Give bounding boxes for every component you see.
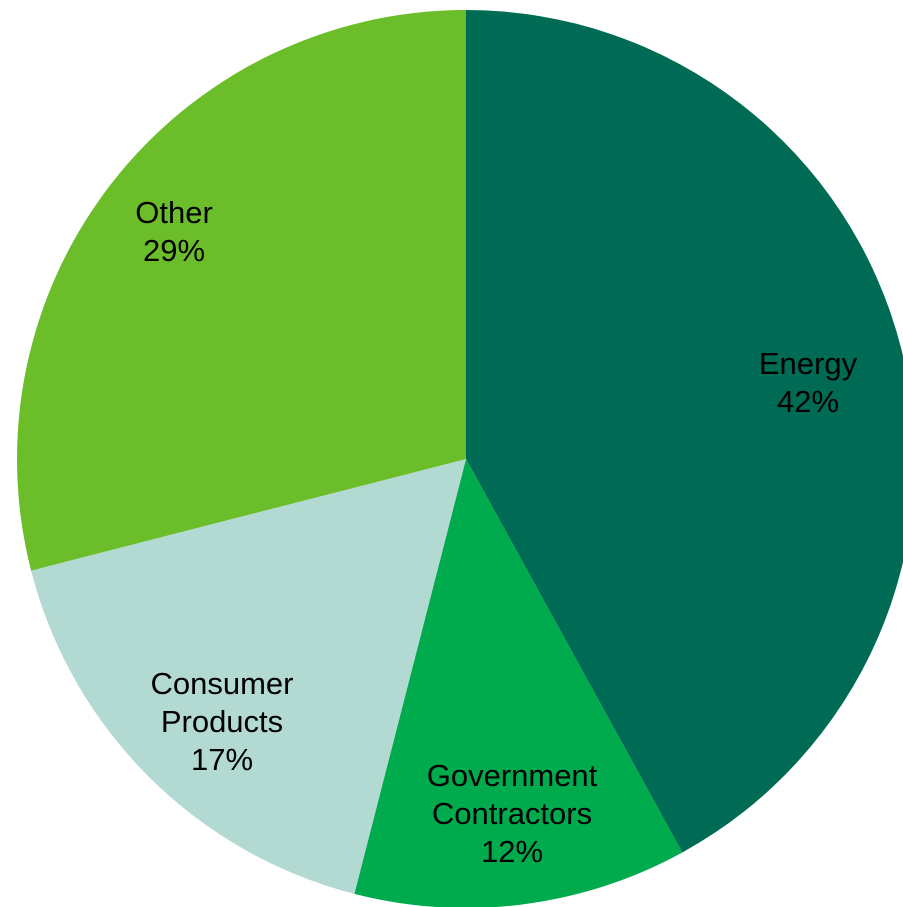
slice-label-2: Consumer Products 17% xyxy=(151,665,294,779)
slice-name-line: Other xyxy=(135,195,213,230)
slice-name-line: Energy xyxy=(758,346,858,381)
slice-label-3: Other 29% xyxy=(135,194,213,270)
pie-slice-3 xyxy=(17,10,466,571)
slice-value-label: 42% xyxy=(776,384,840,419)
pie-slice-1 xyxy=(354,459,683,907)
slice-name-line: Consumer xyxy=(150,666,294,701)
slice-value-label: 12% xyxy=(480,834,544,869)
slice-value-label: 29% xyxy=(142,233,206,268)
slice-name-line: Contractors xyxy=(431,796,593,831)
slice-label-0: Energy 42% xyxy=(759,345,857,421)
slice-name-line: Products xyxy=(160,704,284,739)
pie-slice-0 xyxy=(466,10,903,853)
slice-value-label: 17% xyxy=(190,742,254,777)
pie-slice-2 xyxy=(31,459,467,894)
slice-name-line: Government xyxy=(426,758,598,793)
slice-label-1: Government Contractors 12% xyxy=(427,757,598,871)
